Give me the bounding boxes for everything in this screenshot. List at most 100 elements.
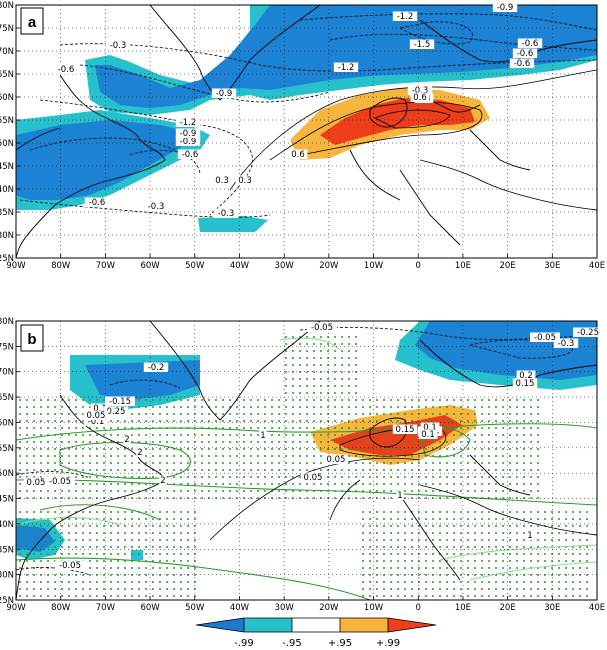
panel-b-contour-label: -0.1 — [88, 417, 105, 427]
panel-a-label-box — [20, 7, 44, 35]
panel-a-contour-label: -0.6 — [522, 39, 539, 49]
panel-b-contour-label: 0.15 — [396, 425, 415, 435]
panel-b-lon-tick: 60W — [140, 603, 160, 613]
panel-b-lat-tick: 65N — [0, 393, 14, 403]
panel-b-lon-tick: 20W — [319, 603, 339, 613]
panel-b-contour-label: -0.05 — [534, 333, 556, 343]
panel-b-lon-tick: 30E — [544, 603, 560, 613]
panel-a-contour-label: 0.3 — [215, 176, 229, 186]
panel-a: 80N 75N 70N 65N 60N 55N 50N 45N 40N 35N 30N 25N90W 8… — [0, 1, 605, 271]
panel-a-lon-tick: 20E — [500, 261, 516, 271]
panel-a-significance-99-pos — [320, 98, 475, 145]
colorbar-seg-2 — [244, 618, 292, 632]
colorbar-outline — [195, 617, 437, 633]
panel-a-axis-ticks: 80N 75N 70N 65N 60N 55N 50N 45N 40N 35N 30N 25N90W 8… — [0, 1, 605, 271]
panel-b-lon-tick: 0 — [416, 603, 421, 613]
panel-a-lat-tick: 65N — [0, 70, 14, 80]
panel-b-green-contours — [16, 423, 597, 600]
panel-b-contour-label: -0.3 — [558, 339, 575, 349]
panel-b-contour-label: 2 — [160, 476, 165, 486]
panel-a-lon-tick: 30E — [544, 261, 560, 271]
panel-a-lat-tick: 75N — [0, 24, 14, 34]
panel-a-lon-tick: 20W — [319, 261, 339, 271]
panel-b-contour-label: 0.1 — [421, 430, 435, 440]
panel-a-lat-tick: 25N — [0, 254, 14, 264]
panel-b-lat-tick: 55N — [0, 444, 14, 454]
panel-b-lat-tick: 75N — [0, 342, 14, 352]
panel-b-lon-tick: 40W — [230, 603, 250, 613]
panel-a-frame — [15, 4, 598, 259]
panel-b-contour-label: -0.15 — [109, 397, 131, 407]
panel-b-significance-95-neg-dot — [131, 550, 143, 560]
panel-a-lon-tick: 40E — [589, 261, 605, 271]
panel-a-coastlines — [16, 5, 597, 258]
panel-b-contour-label: -0.05 — [49, 477, 71, 487]
panel-a-contour-label: -1.2 — [180, 118, 197, 128]
panel-b-lat-tick: 60N — [0, 418, 14, 428]
panel-b-lat-tick: 50N — [0, 469, 14, 479]
panel-b-lon-tick: 20E — [500, 603, 516, 613]
panel-b-contour-label: 0.25 — [107, 407, 126, 417]
panel-a-contour-label: -0.6 — [514, 59, 531, 69]
panel-b-contour-label: 1 — [527, 531, 532, 541]
panel-b-label-box — [20, 324, 44, 352]
panel-b-contour-label: 1 — [397, 491, 402, 501]
panel-b-contour-label: 0.05 — [327, 455, 346, 465]
panel-a-significance-95-neg-north — [95, 5, 597, 108]
panel-b-lon-tick: 90W — [6, 603, 26, 613]
panel-b-contour-label: 0.1 — [93, 404, 107, 414]
colorbar-seg-1 — [196, 618, 244, 632]
panel-a-label: a — [28, 14, 37, 31]
panel-a-contour-label: -0.3 — [218, 209, 235, 219]
panel-b-contour-label: 0.1 — [423, 423, 437, 433]
panel-a-lat-tick: 50N — [0, 139, 14, 149]
panel-a-lat-tick: 45N — [0, 162, 14, 172]
panel-b-significance-99-neg-west — [85, 360, 200, 400]
panel-a-lat-tick: 80N — [0, 1, 14, 11]
colorbar: -.99 -.95 +.95 +.99 — [195, 617, 437, 649]
colorbar-seg-5 — [388, 618, 436, 632]
panel-a-contour-label: -0.6 — [58, 65, 75, 75]
panel-a-contour-label: -1.2 — [397, 12, 414, 22]
panel-a-lon-tick: 80W — [51, 261, 71, 271]
panel-a-contour-labels: -1.2-0.9-0.3 -1.5-0.6 -1.2-0.9-0.6-0.6-0.9… — [53, 2, 543, 219]
panel-b-lon-tick: 10W — [364, 603, 384, 613]
panel-b-contour-label: -0.05 — [59, 561, 81, 571]
panel-b-contour-label: 0.15 — [516, 379, 535, 389]
panel-a-contour-label: -0.3 — [110, 41, 127, 51]
panel-b-lon-tick: 50W — [185, 603, 205, 613]
panel-b-axis-ticks: 80N 75N 70N 65N 60N 55N 50N 45N 40N 35N 30N 25N90W 8… — [0, 317, 605, 613]
colorbar-label-3: +.95 — [328, 638, 352, 649]
panel-b-contour-label: 0.05 — [87, 411, 106, 421]
panel-a-contour-label: -1.2 — [338, 63, 355, 73]
panel-b-lat-tick: 70N — [0, 368, 14, 378]
panel-a-lon-tick: 40W — [230, 261, 250, 271]
panel-a-contour-label: -0.9 — [216, 89, 233, 99]
panel-a-lon-tick: 60W — [140, 261, 160, 271]
panel-b-contour-label: 0.05 — [304, 473, 323, 483]
panel-a-lat-tick: 60N — [0, 93, 14, 103]
panel-a-contour-label: -0.9 — [180, 137, 197, 147]
panel-a-contour-label: -0.6 — [517, 49, 534, 59]
panel-a-lon-tick: 10E — [455, 261, 471, 271]
panel-b-frame — [15, 320, 598, 601]
panel-a-lon-tick: 30W — [275, 261, 295, 271]
panel-b-significance-99-neg-se — [16, 525, 55, 552]
panel-b-lon-tick: 30W — [275, 603, 295, 613]
panel-b-lat-tick: 80N — [0, 317, 14, 327]
panel-a-lon-tick: 10W — [364, 261, 384, 271]
panel-b-lightgreen-contours — [16, 337, 597, 581]
panel-b-gridlines — [16, 321, 597, 600]
panel-a-contour-label: 0.6 — [413, 93, 427, 103]
panel-b-lon-tick: 80W — [51, 603, 71, 613]
panel-a-lat-tick: 40N — [0, 185, 14, 195]
colorbar-label-1: -.99 — [234, 638, 254, 649]
panel-a-significance-95-neg-small — [198, 216, 268, 232]
colorbar-seg-3 — [292, 618, 340, 632]
panel-a-contour-label: -0.6 — [182, 150, 199, 160]
panel-b-coastlines — [16, 321, 597, 600]
panel-b-contour-label: 1 — [260, 431, 265, 441]
panel-b: 80N 75N 70N 65N 60N 55N 50N 45N 40N 35N 30N 25N90W 8… — [0, 317, 605, 613]
panel-b-lat-tick: 45N — [0, 495, 14, 505]
